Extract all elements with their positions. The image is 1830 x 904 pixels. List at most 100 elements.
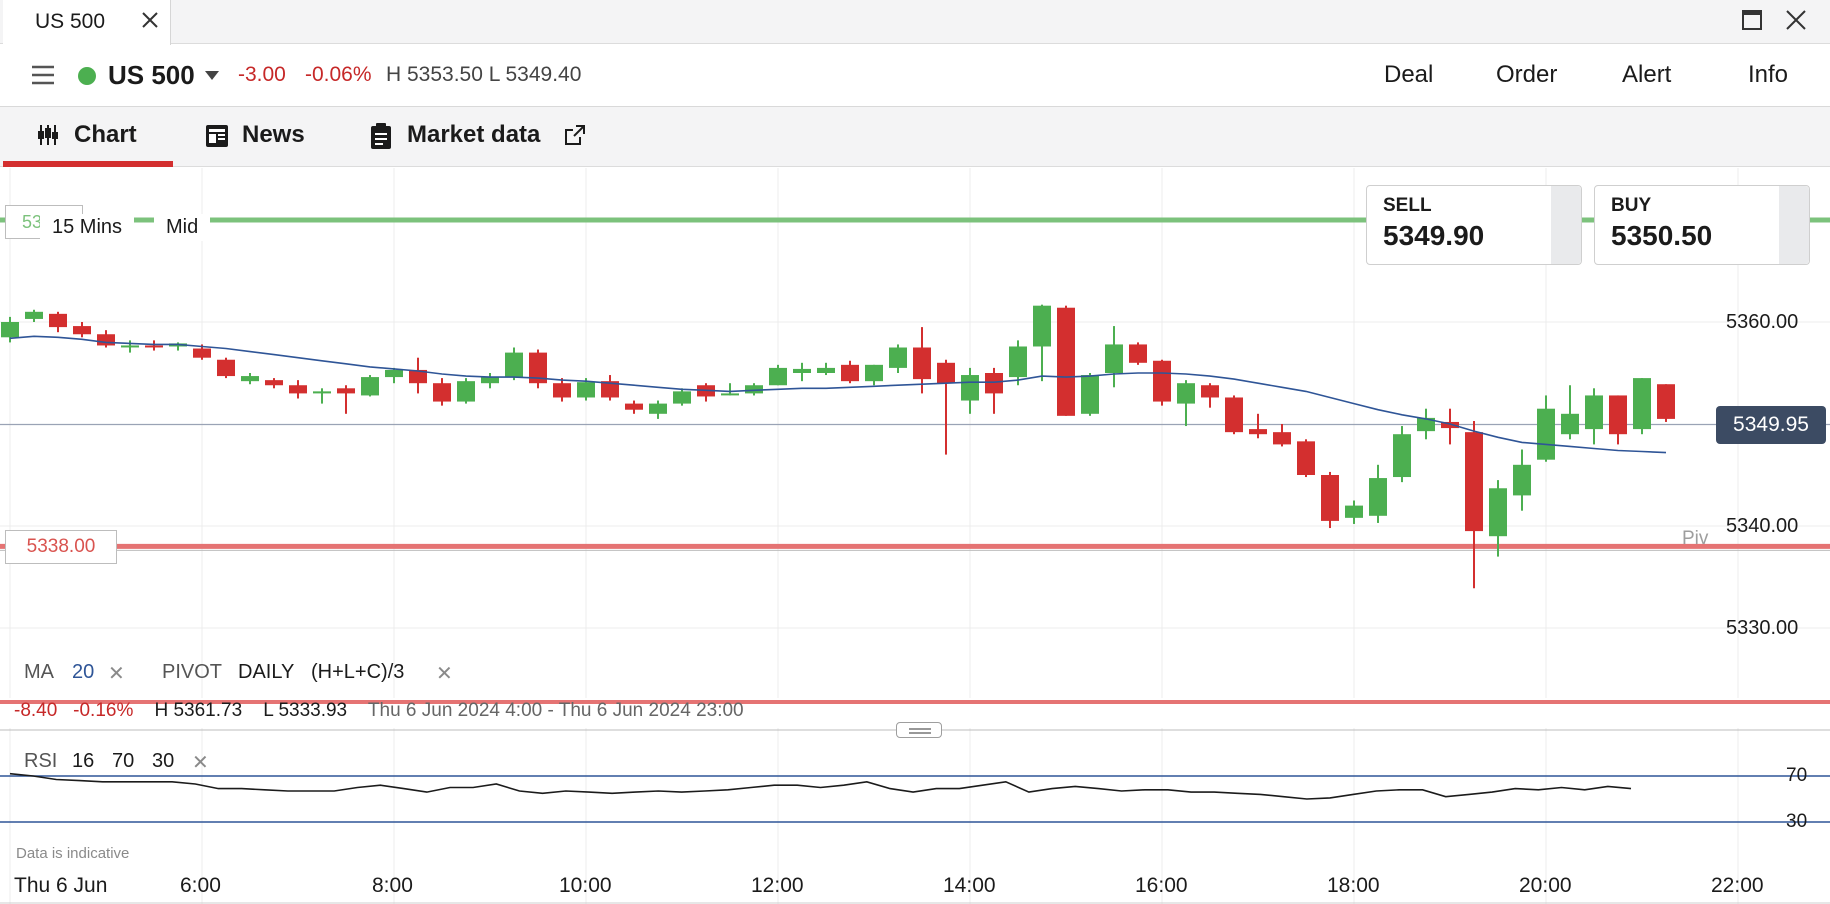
candle-body bbox=[145, 345, 163, 348]
clipboard-icon bbox=[371, 123, 391, 149]
x-tick-label: 8:00 bbox=[372, 874, 413, 897]
change-percent: -0.06% bbox=[305, 63, 372, 86]
interval-selector[interactable]: 15 Mins bbox=[40, 214, 135, 241]
candle-body bbox=[1489, 488, 1507, 537]
x-tick-label: 14:00 bbox=[943, 874, 996, 897]
candle-body bbox=[889, 347, 907, 368]
candle-body bbox=[361, 377, 379, 396]
market-open-status-dot bbox=[78, 67, 96, 85]
moving-average-line bbox=[9, 335, 1667, 454]
candle-body bbox=[457, 381, 475, 402]
price-chart[interactable] bbox=[0, 168, 1830, 904]
candle-body bbox=[1, 322, 19, 338]
range-change-points: -8.40 bbox=[14, 700, 58, 721]
candle-body bbox=[217, 359, 235, 377]
pivot-price-tag: 5338.00 bbox=[5, 530, 117, 564]
sell-price-box[interactable]: SELL 5349.90 bbox=[1366, 185, 1582, 265]
close-tab-icon[interactable] bbox=[139, 9, 161, 31]
candle-body bbox=[241, 376, 259, 382]
candle-body bbox=[1633, 378, 1651, 430]
candle-body bbox=[841, 364, 859, 382]
high-low-values: H 5353.50 L 5349.40 bbox=[386, 63, 582, 86]
candle-body bbox=[505, 352, 523, 378]
candle-body bbox=[433, 383, 451, 402]
pane-resize-handle[interactable] bbox=[896, 722, 942, 738]
candle-body bbox=[1561, 413, 1579, 435]
candle-body bbox=[1177, 383, 1195, 404]
rsi-lower: 30 bbox=[152, 750, 175, 772]
y-tick-label: 5340.00 bbox=[1726, 515, 1799, 537]
candle-body bbox=[1033, 305, 1051, 347]
candle-body bbox=[721, 393, 739, 396]
candlestick-icon bbox=[38, 125, 58, 145]
pivot-legend-formula: (H+L+C)/3 bbox=[311, 661, 405, 683]
window-tab[interactable]: US 500 bbox=[3, 0, 171, 45]
x-tick-label: 16:00 bbox=[1135, 874, 1188, 897]
x-tick-label: 18:00 bbox=[1327, 874, 1380, 897]
candle-body bbox=[1465, 432, 1483, 532]
range-high: H 5361.73 bbox=[154, 700, 243, 721]
candle-body bbox=[1537, 408, 1555, 460]
candle-body bbox=[601, 381, 619, 398]
close-window-icon[interactable] bbox=[1784, 8, 1808, 32]
buy-price-box[interactable]: BUY 5350.50 bbox=[1594, 185, 1810, 265]
x-tick-label: 20:00 bbox=[1519, 874, 1572, 897]
order-button[interactable]: Order bbox=[1496, 61, 1558, 88]
candle-body bbox=[1513, 464, 1531, 496]
sell-price: 5349.90 bbox=[1383, 220, 1485, 251]
candle-body bbox=[913, 347, 931, 380]
range-stats: -8.40 -0.16% H 5361.73 L 5333.93 Thu 6 J… bbox=[14, 700, 744, 722]
data-disclaimer: Data is indicative bbox=[16, 845, 130, 862]
candle-body bbox=[313, 391, 331, 394]
candle-body bbox=[577, 382, 595, 398]
rsi-period: 16 bbox=[72, 750, 95, 772]
candle-body bbox=[1393, 434, 1411, 478]
remove-rsi-icon[interactable]: ✕ bbox=[192, 752, 209, 774]
ma-legend-label: MA bbox=[24, 661, 54, 683]
content-tabs: Chart News Market data bbox=[0, 107, 1830, 167]
info-button[interactable]: Info bbox=[1748, 61, 1789, 88]
remove-pivot-icon[interactable]: ✕ bbox=[436, 663, 453, 685]
chart-panel[interactable]: 53 15 Mins Mid SELL 5349.90 BUY 5350.50 … bbox=[0, 168, 1830, 904]
candle-body bbox=[289, 385, 307, 394]
hamburger-menu-icon[interactable] bbox=[30, 64, 56, 86]
candle-body bbox=[1369, 478, 1387, 516]
candle-body bbox=[1417, 417, 1435, 432]
candle-body bbox=[1081, 375, 1099, 414]
candle-body bbox=[265, 380, 283, 386]
active-tab-indicator bbox=[3, 161, 173, 167]
sell-box-shade bbox=[1551, 186, 1581, 264]
candle-body bbox=[1297, 441, 1315, 475]
alert-button[interactable]: Alert bbox=[1622, 61, 1672, 88]
price-mode-selector[interactable]: Mid bbox=[154, 214, 211, 241]
instrument-header: US 500 -3.00 -0.06% H 5353.50 L 5349.40 … bbox=[0, 45, 1830, 107]
x-tick-label: 22:00 bbox=[1711, 874, 1764, 897]
candle-body bbox=[529, 352, 547, 384]
candle-body bbox=[961, 375, 979, 401]
window-tab-title: US 500 bbox=[35, 10, 106, 33]
candle-body bbox=[1609, 395, 1627, 435]
candle-body bbox=[25, 311, 43, 319]
candle-body bbox=[385, 369, 403, 378]
candle-body bbox=[1273, 432, 1291, 445]
candle-body bbox=[553, 383, 571, 398]
candle-body bbox=[817, 367, 835, 373]
candle-body bbox=[1321, 475, 1339, 521]
candle-body bbox=[121, 345, 139, 348]
candle-body bbox=[1009, 346, 1027, 378]
x-tick-label: 6:00 bbox=[180, 874, 221, 897]
maximize-window-icon[interactable] bbox=[1740, 8, 1764, 32]
current-price-tag: 5349.95 bbox=[1716, 406, 1826, 444]
candle-body bbox=[1249, 429, 1267, 435]
instrument-name[interactable]: US 500 bbox=[108, 60, 195, 90]
candle-body bbox=[649, 403, 667, 414]
caret-down-icon[interactable] bbox=[204, 69, 220, 81]
remove-ma-icon[interactable]: ✕ bbox=[108, 663, 125, 685]
ma-legend-period: 20 bbox=[72, 661, 95, 683]
tab-market-data-label: Market data bbox=[407, 121, 541, 148]
deal-button[interactable]: Deal bbox=[1384, 61, 1434, 88]
candle-body bbox=[1057, 307, 1075, 416]
tab-chart-label: Chart bbox=[74, 121, 137, 148]
buy-price: 5350.50 bbox=[1611, 220, 1713, 251]
x-tick-label: 10:00 bbox=[559, 874, 612, 897]
